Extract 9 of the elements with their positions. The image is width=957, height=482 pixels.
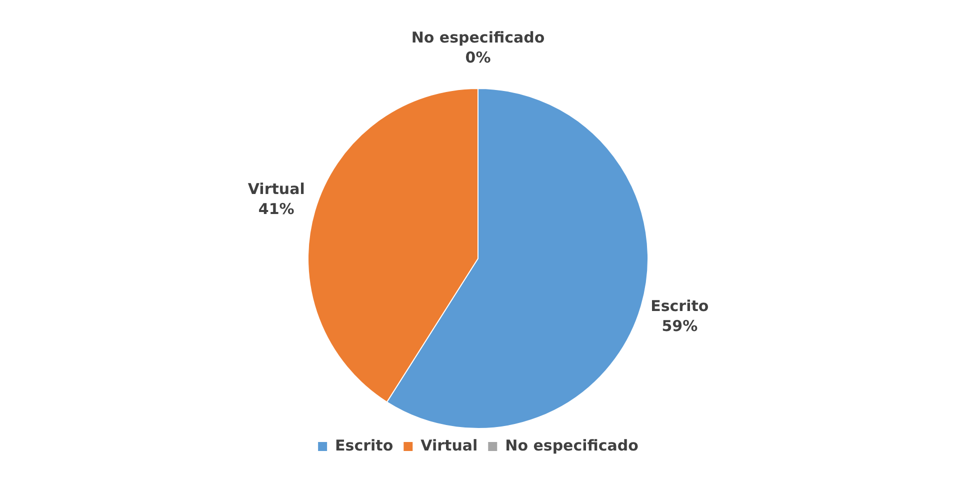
category-label: No especificado [411,28,545,46]
slice-label: Escrito [650,296,709,315]
slice-label: Virtual [248,180,305,198]
data-label: 59% [662,316,698,335]
data-label: 41% [258,200,294,218]
legend-label: Escrito [335,436,394,454]
text: 0% [465,48,491,66]
legend-label: No especificado [505,436,638,454]
legend-label: Virtual [420,436,478,454]
